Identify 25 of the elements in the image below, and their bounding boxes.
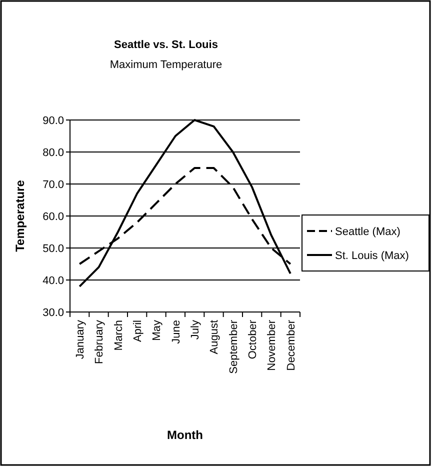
x-tick-label: September [228,320,240,374]
x-axis-title: Month [167,428,203,442]
x-tick-label: July [189,320,202,340]
legend-label: St. Louis (Max) [335,250,409,262]
x-tick-label: January [74,320,86,360]
y-tick-label: 50.0 [42,242,64,255]
x-tick-label: June [170,320,182,344]
x-tick-label: August [208,320,221,354]
legend-label: Seattle (Max) [335,226,400,238]
x-tick-label: October [246,320,259,360]
y-tick-label: 70.0 [42,178,64,191]
y-axis-title: Temperature [13,180,27,252]
y-tick-label: 80.0 [42,146,64,159]
x-tick-label: December [285,320,298,371]
x-tick-label: February [94,320,106,364]
chart-subtitle: Maximum Temperature [110,59,222,71]
x-tick-label: May [151,320,164,341]
y-tick-label: 90.0 [42,114,64,127]
chart-title: Seattle vs. St. Louis [114,39,218,51]
y-tick-label: 60.0 [42,210,64,223]
x-tick-label: March [112,320,125,351]
y-tick-label: 30.0 [42,306,64,319]
x-tick-label: November [266,320,278,371]
y-tick-label: 40.0 [42,274,64,287]
x-tick-label: April [132,320,144,342]
